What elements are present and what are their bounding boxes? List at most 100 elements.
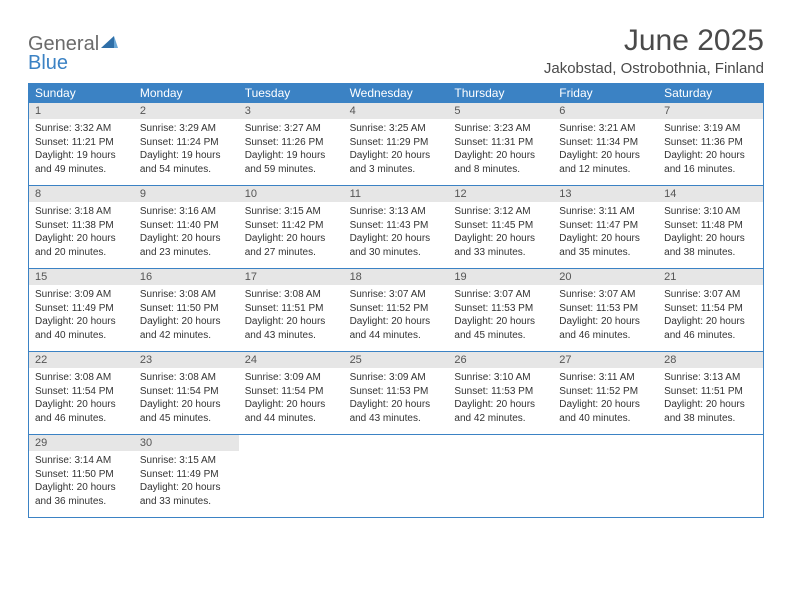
daylight-line: Daylight: 20 hours and 33 minutes. (140, 481, 233, 508)
day-cell: 22Sunrise: 3:08 AMSunset: 11:54 PMDaylig… (29, 352, 134, 434)
sunrise-line: Sunrise: 3:18 AM (35, 205, 128, 219)
day-number: 15 (29, 269, 134, 285)
title-block: June 2025 Jakobstad, Ostrobothnia, Finla… (544, 24, 764, 77)
sail-icon (101, 34, 119, 54)
weekday-header: Monday (134, 83, 239, 103)
empty-cell (658, 435, 763, 517)
sunset-line: Sunset: 11:48 PM (664, 219, 757, 233)
weekday-header: Thursday (448, 83, 553, 103)
daylight-line: Daylight: 20 hours and 40 minutes. (559, 398, 652, 425)
day-cell: 3Sunrise: 3:27 AMSunset: 11:26 PMDayligh… (239, 103, 344, 185)
daylight-line: Daylight: 20 hours and 16 minutes. (664, 149, 757, 176)
day-cell: 11Sunrise: 3:13 AMSunset: 11:43 PMDaylig… (344, 186, 449, 268)
day-number: 28 (658, 352, 763, 368)
day-cell: 25Sunrise: 3:09 AMSunset: 11:53 PMDaylig… (344, 352, 449, 434)
day-cell: 14Sunrise: 3:10 AMSunset: 11:48 PMDaylig… (658, 186, 763, 268)
daylight-line: Daylight: 19 hours and 49 minutes. (35, 149, 128, 176)
sunset-line: Sunset: 11:34 PM (559, 136, 652, 150)
sunset-line: Sunset: 11:53 PM (559, 302, 652, 316)
daylight-line: Daylight: 20 hours and 30 minutes. (350, 232, 443, 259)
day-info: Sunrise: 3:07 AMSunset: 11:52 PMDaylight… (344, 285, 449, 346)
daylight-line: Daylight: 19 hours and 54 minutes. (140, 149, 233, 176)
sunrise-line: Sunrise: 3:09 AM (350, 371, 443, 385)
sunset-line: Sunset: 11:29 PM (350, 136, 443, 150)
day-info: Sunrise: 3:15 AMSunset: 11:49 PMDaylight… (134, 451, 239, 512)
sunrise-line: Sunrise: 3:27 AM (245, 122, 338, 136)
day-number: 8 (29, 186, 134, 202)
sunrise-line: Sunrise: 3:08 AM (140, 371, 233, 385)
sunset-line: Sunset: 11:54 PM (664, 302, 757, 316)
day-cell: 29Sunrise: 3:14 AMSunset: 11:50 PMDaylig… (29, 435, 134, 517)
sunset-line: Sunset: 11:50 PM (35, 468, 128, 482)
day-info: Sunrise: 3:32 AMSunset: 11:21 PMDaylight… (29, 119, 134, 180)
sunset-line: Sunset: 11:51 PM (664, 385, 757, 399)
sunrise-line: Sunrise: 3:21 AM (559, 122, 652, 136)
day-cell: 4Sunrise: 3:25 AMSunset: 11:29 PMDayligh… (344, 103, 449, 185)
day-number: 22 (29, 352, 134, 368)
sunset-line: Sunset: 11:53 PM (454, 302, 547, 316)
day-cell: 28 Sunrise: 3:13 AMSunset: 11:51 PMDaylig… (658, 352, 763, 434)
day-info: Sunrise: 3:10 AMSunset: 11:53 PMDaylight… (448, 368, 553, 429)
day-info: Sunrise: 3:09 AMSunset: 11:53 PMDaylight… (344, 368, 449, 429)
sunset-line: Sunset: 11:42 PM (245, 219, 338, 233)
sunrise-line: Sunrise: 3:07 AM (559, 288, 652, 302)
day-info: Sunrise: 3:07 AMSunset: 11:54 PMDaylight… (658, 285, 763, 346)
day-number: 21 (658, 269, 763, 285)
day-info: Sunrise: 3:09 AMSunset: 11:49 PMDaylight… (29, 285, 134, 346)
day-info: Sunrise: 3:09 AMSunset: 11:54 PMDaylight… (239, 368, 344, 429)
day-cell: 12Sunrise: 3:12 AMSunset: 11:45 PMDaylig… (448, 186, 553, 268)
day-cell: 19Sunrise: 3:07 AMSunset: 11:53 PMDaylig… (448, 269, 553, 351)
day-number: 29 (29, 435, 134, 451)
sunrise-line: Sunrise: 3:13 AM (664, 371, 757, 385)
empty-cell (239, 435, 344, 517)
empty-cell (344, 435, 449, 517)
daylight-line: Daylight: 20 hours and 35 minutes. (559, 232, 652, 259)
sunset-line: Sunset: 11:49 PM (35, 302, 128, 316)
day-number: 30 (134, 435, 239, 451)
day-info: Sunrise: 3:08 AMSunset: 11:54 PMDaylight… (29, 368, 134, 429)
day-number: 7 (658, 103, 763, 119)
sunset-line: Sunset: 11:31 PM (454, 136, 547, 150)
day-info: Sunrise: 3:23 AMSunset: 11:31 PMDaylight… (448, 119, 553, 180)
brand-logo: General Blue (28, 24, 119, 73)
sunrise-line: Sunrise: 3:08 AM (35, 371, 128, 385)
day-cell: 27Sunrise: 3:11 AMSunset: 11:52 PMDaylig… (553, 352, 658, 434)
sunset-line: Sunset: 11:51 PM (245, 302, 338, 316)
day-number: 24 (239, 352, 344, 368)
week-row: 1Sunrise: 3:32 AMSunset: 11:21 PMDayligh… (29, 103, 763, 186)
day-cell: 20Sunrise: 3:07 AMSunset: 11:53 PMDaylig… (553, 269, 658, 351)
daylight-line: Daylight: 20 hours and 33 minutes. (454, 232, 547, 259)
day-info: Sunrise: 3:08 AMSunset: 11:51 PMDaylight… (239, 285, 344, 346)
day-cell: 15Sunrise: 3:09 AMSunset: 11:49 PMDaylig… (29, 269, 134, 351)
day-info: Sunrise: 3:08 AMSunset: 11:54 PMDaylight… (134, 368, 239, 429)
daylight-line: Daylight: 20 hours and 46 minutes. (559, 315, 652, 342)
sunrise-line: Sunrise: 3:10 AM (454, 371, 547, 385)
daylight-line: Daylight: 20 hours and 38 minutes. (664, 232, 757, 259)
day-info: Sunrise: 3:21 AMSunset: 11:34 PMDaylight… (553, 119, 658, 180)
empty-cell (448, 435, 553, 517)
sunset-line: Sunset: 11:54 PM (140, 385, 233, 399)
day-number: 14 (658, 186, 763, 202)
day-number: 2 (134, 103, 239, 119)
day-info: Sunrise: 3:07 AMSunset: 11:53 PMDaylight… (448, 285, 553, 346)
page-title: June 2025 (544, 24, 764, 58)
day-cell: 21Sunrise: 3:07 AMSunset: 11:54 PMDaylig… (658, 269, 763, 351)
day-number: 12 (448, 186, 553, 202)
day-number: 13 (553, 186, 658, 202)
day-info: Sunrise: 3:11 AMSunset: 11:52 PMDaylight… (553, 368, 658, 429)
weekday-header-row: SundayMondayTuesdayWednesdayThursdayFrid… (29, 83, 763, 103)
day-number: 17 (239, 269, 344, 285)
sunset-line: Sunset: 11:38 PM (35, 219, 128, 233)
sunset-line: Sunset: 11:45 PM (454, 219, 547, 233)
sunrise-line: Sunrise: 3:08 AM (140, 288, 233, 302)
day-cell: 13Sunrise: 3:11 AMSunset: 11:47 PMDaylig… (553, 186, 658, 268)
day-number: 18 (344, 269, 449, 285)
daylight-line: Daylight: 20 hours and 27 minutes. (245, 232, 338, 259)
day-info: Sunrise: 3:08 AMSunset: 11:50 PMDaylight… (134, 285, 239, 346)
empty-cell (553, 435, 658, 517)
sunset-line: Sunset: 11:54 PM (35, 385, 128, 399)
day-cell: 26Sunrise: 3:10 AMSunset: 11:53 PMDaylig… (448, 352, 553, 434)
sunrise-line: Sunrise: 3:16 AM (140, 205, 233, 219)
daylight-line: Daylight: 20 hours and 38 minutes. (664, 398, 757, 425)
day-info: Sunrise: 3:12 AMSunset: 11:45 PMDaylight… (448, 202, 553, 263)
